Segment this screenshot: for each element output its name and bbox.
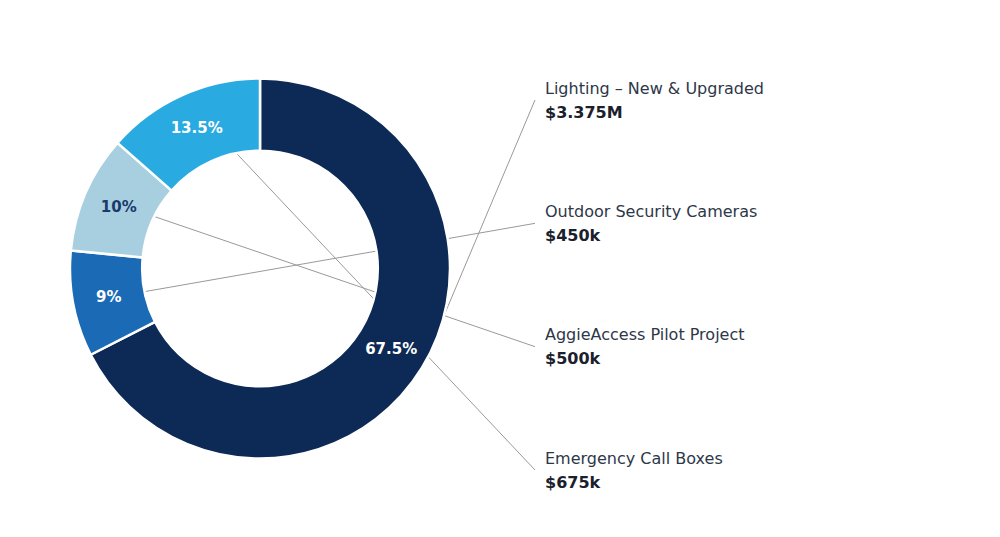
legend-label: AggieAccess Pilot Project bbox=[545, 325, 744, 344]
slice-labels: 67.5% 9% 10% 13.5% bbox=[96, 119, 417, 358]
chart-container: 67.5% 9% 10% 13.5% Lighting – New & Upgraded… bbox=[0, 0, 1000, 537]
legend-amount: $500k bbox=[545, 349, 601, 368]
chart-svg: 67.5% 9% 10% 13.5% Lighting – New & Upgraded… bbox=[0, 0, 1000, 537]
legend-label: Lighting – New & Upgraded bbox=[545, 79, 764, 98]
legend-label: Outdoor Security Cameras bbox=[545, 202, 757, 221]
slice bbox=[70, 251, 155, 355]
slice bbox=[91, 79, 450, 459]
slice-label: 67.5% bbox=[365, 340, 417, 358]
legend-label: Emergency Call Boxes bbox=[545, 449, 723, 468]
legend-amount: $450k bbox=[545, 226, 601, 245]
slices bbox=[70, 79, 450, 459]
legend-amount: $675k bbox=[545, 473, 601, 492]
legend: Lighting – New & Upgraded $3.375M Outdoor … bbox=[545, 79, 764, 492]
slice-label: 10% bbox=[101, 198, 137, 216]
slice bbox=[117, 79, 260, 191]
slice-label: 9% bbox=[96, 288, 121, 306]
legend-amount: $3.375M bbox=[545, 103, 623, 122]
slice-label: 13.5% bbox=[171, 119, 223, 137]
